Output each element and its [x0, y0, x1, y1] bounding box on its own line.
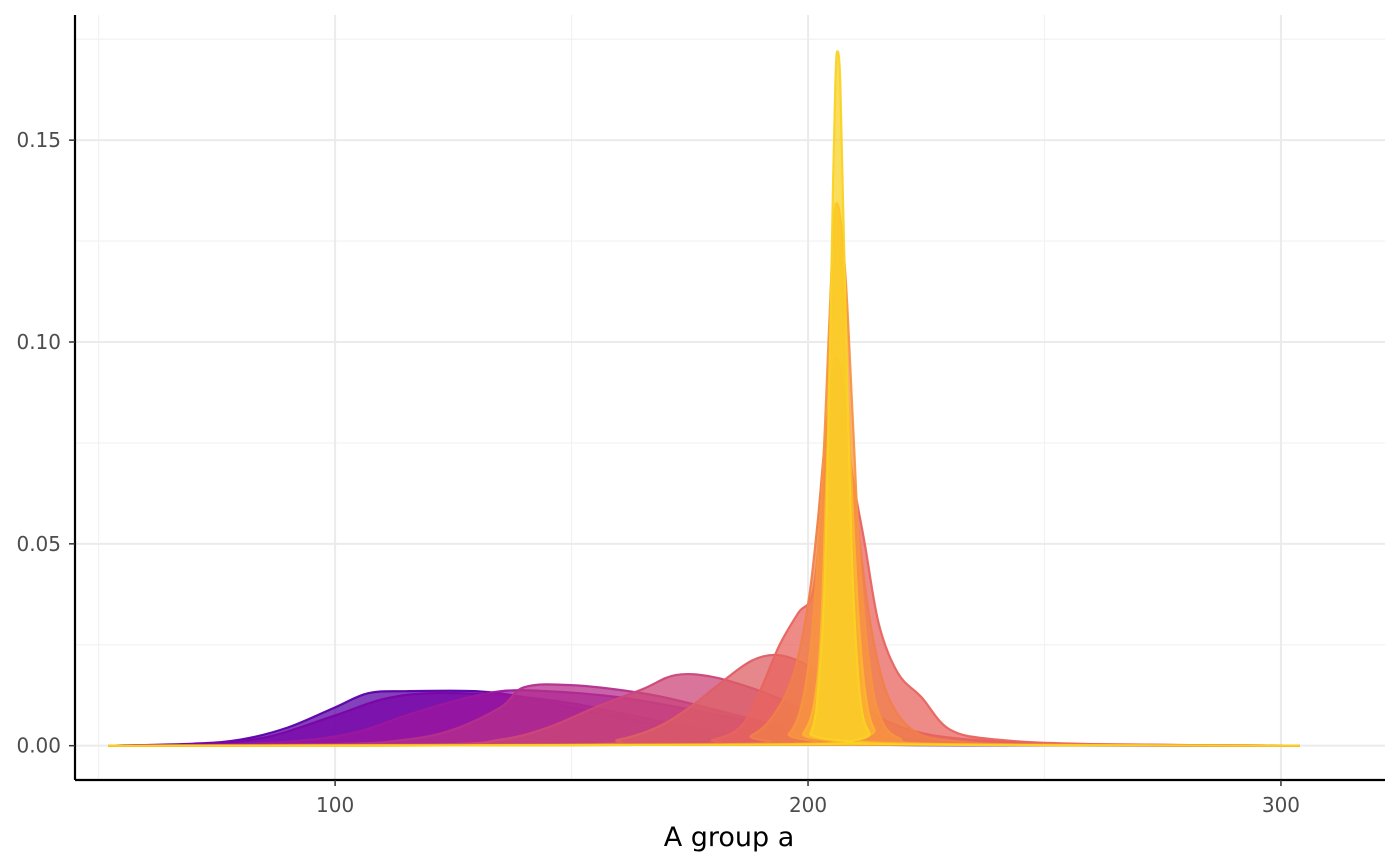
density-area-9: [108, 203, 1300, 746]
x-tick-label: 200: [789, 793, 827, 817]
x-tick-label: 300: [1262, 793, 1300, 817]
density-area-11: [108, 51, 1300, 746]
density-line-10: [108, 202, 1300, 747]
density-line-11: [108, 50, 1300, 747]
axes: [73, 15, 1385, 782]
y-tick-label: 0.15: [16, 128, 61, 152]
density-area-6: [108, 654, 1300, 746]
tick-labels: 100 200 300 0.00 0.05 0.10 0.15: [16, 128, 1300, 817]
y-tick-label: 0.10: [16, 330, 61, 354]
x-axis-title: A group a: [664, 822, 795, 853]
density-line-9: [108, 202, 1300, 747]
x-tick-label: 100: [316, 793, 354, 817]
y-tick-label: 0.00: [16, 734, 61, 758]
density-series: [108, 50, 1300, 747]
density-area-10: [108, 203, 1300, 746]
y-tick-label: 0.05: [16, 532, 61, 556]
grid-lines: [75, 15, 1385, 780]
